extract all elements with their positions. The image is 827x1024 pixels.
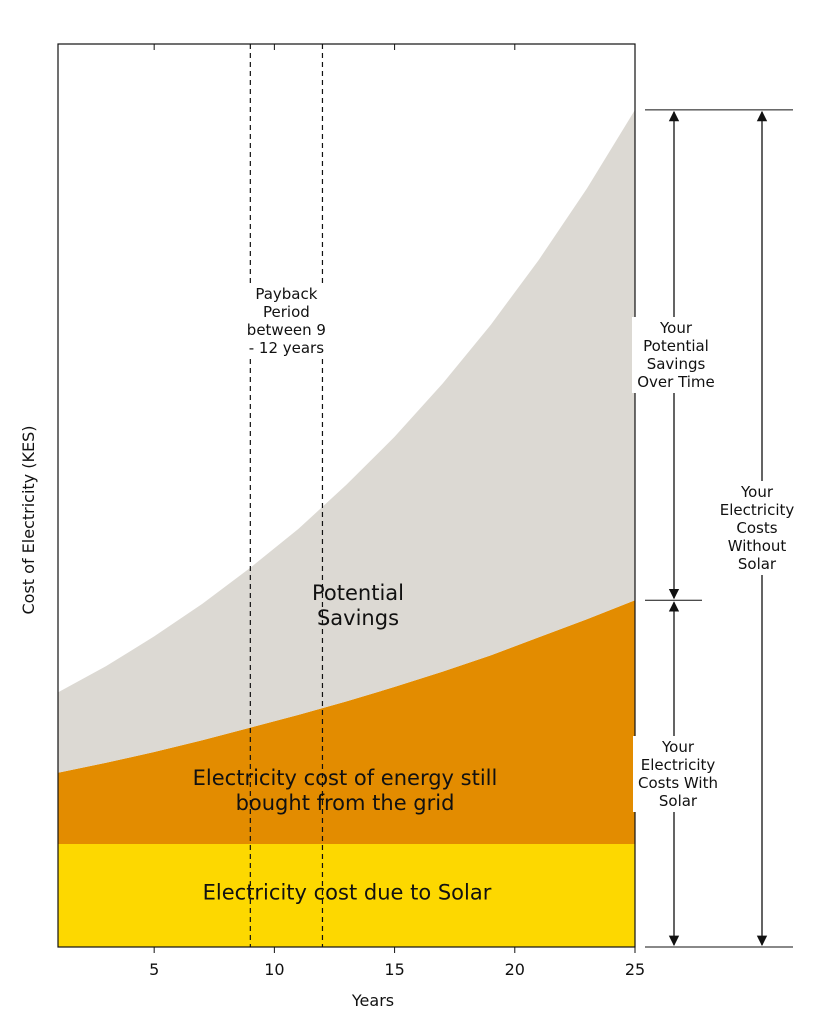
area-label: Potential Savings [312,580,404,630]
annotation: Your Potential Savings Over Time [632,317,720,394]
annotation: Your Electricity Costs Without Solar [712,481,802,576]
area-label: Electricity cost due to Solar [202,880,492,905]
area [58,109,635,773]
x-tick-label: 25 [625,960,645,979]
x-axis-label: Years [351,991,394,1010]
area-label: Electricity cost of energy still bought … [192,765,498,815]
area [58,600,635,845]
y-axis-label: Cost of Electricity (KES) [19,426,38,615]
annotation: Your Electricity Costs With Solar [633,735,723,812]
x-tick-label: 15 [384,960,404,979]
annotation: Payback Period between 9 - 12 years [244,283,329,359]
x-tick-label: 5 [149,960,159,979]
x-tick-label: 20 [505,960,525,979]
area [58,844,635,947]
plot-frame [57,43,636,948]
x-tick-label: 10 [264,960,284,979]
